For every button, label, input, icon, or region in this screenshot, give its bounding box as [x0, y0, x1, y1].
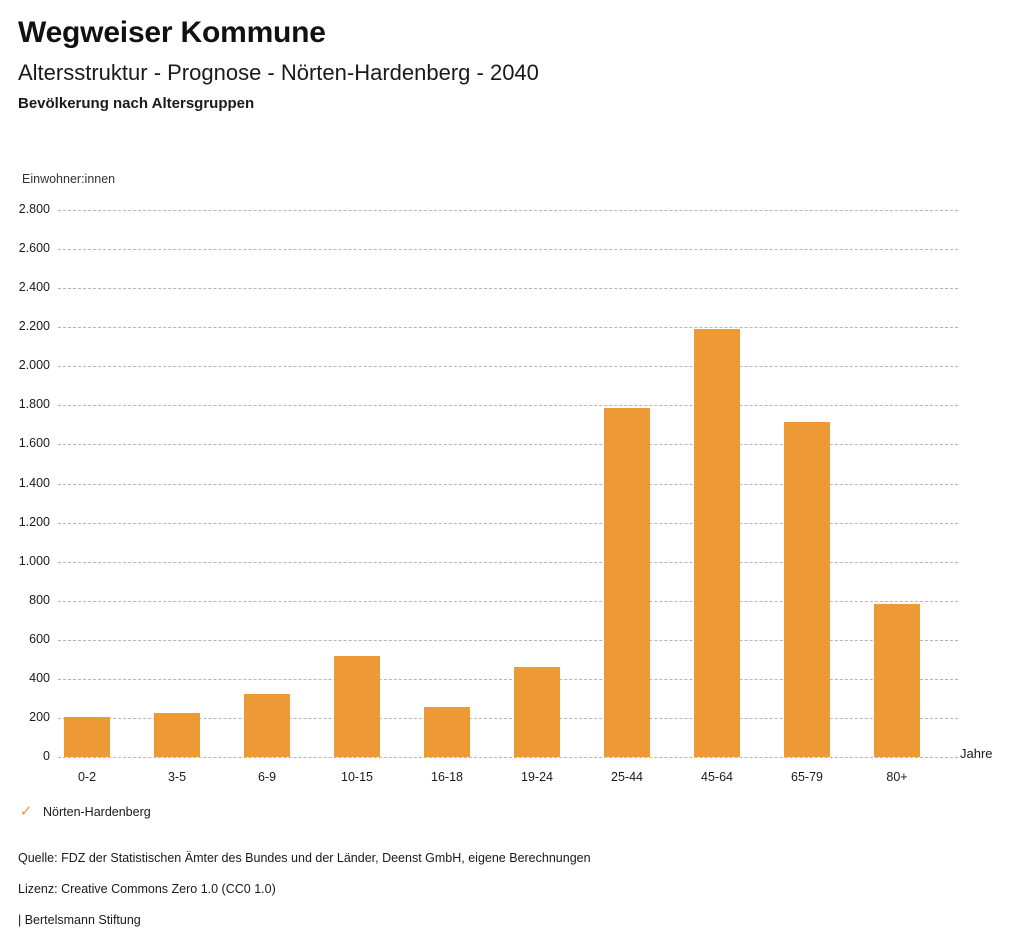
gridline: [58, 366, 958, 368]
y-axis-tick-label: 0: [43, 749, 50, 763]
bar[interactable]: [424, 707, 470, 757]
plot-area: 0-2 3-5 6-9 10-15 16-18 19-24 25-44 45-64 65-79 8…: [58, 210, 958, 784]
x-axis-tick-label: 3-5: [167, 770, 187, 784]
y-axis-tick-label: 1.000: [18, 553, 50, 568]
x-axis-tick-label: 0-2: [77, 770, 97, 784]
x-axis-tick-label: 6-9: [257, 770, 277, 784]
gridline: [58, 600, 958, 602]
bar[interactable]: [244, 693, 290, 757]
x-axis-tick-label: 25-44: [611, 770, 643, 784]
x-axis-tick-label: 10-15: [341, 770, 373, 784]
check-icon: ✓: [19, 803, 33, 820]
gridline: [58, 757, 958, 758]
x-axis-tick-label: 16-18: [431, 770, 463, 784]
gridline: [58, 561, 958, 563]
x-axis-title: Jahre: [960, 746, 993, 761]
footer: Quelle: FDZ der Statistischen Ämter des …: [18, 843, 978, 936]
y-axis-tick-label: 2.800: [18, 202, 50, 216]
y-axis-tick-label: 2.200: [18, 319, 50, 334]
y-axis-tick-label: 2.000: [18, 358, 50, 373]
gridline: [58, 288, 958, 290]
bar[interactable]: [334, 656, 380, 757]
legend-item-label: Nörten-Hardenberg: [43, 805, 151, 819]
gridline: [58, 717, 958, 719]
y-axis-tick-label: 200: [29, 709, 50, 724]
bar[interactable]: [694, 329, 740, 757]
y-axis-tick-label: 600: [29, 631, 50, 646]
y-axis-tick-label: 2.400: [18, 280, 50, 295]
license-text: Lizenz: Creative Commons Zero 1.0 (CC0 1…: [18, 882, 276, 896]
gridline: [58, 522, 958, 524]
x-axis-tick-label: 45-64: [701, 770, 733, 784]
gridline: [58, 483, 958, 485]
x-axis-tick-label: 65-79: [791, 770, 823, 784]
gridline: [58, 405, 958, 407]
header: Wegweiser Kommune Altersstruktur - Progn…: [18, 14, 998, 115]
page-title: Wegweiser Kommune: [18, 16, 326, 49]
bar[interactable]: [64, 716, 110, 757]
legend[interactable]: ✓ Nörten-Hardenberg: [18, 804, 151, 820]
y-axis-tick-label: 400: [29, 670, 50, 685]
chart-sub-subtitle: Bevölkerung nach Altersgruppen: [18, 95, 255, 112]
bar[interactable]: [514, 667, 560, 757]
chart-subtitle: Altersstruktur - Prognose - Nörten-Harde…: [18, 60, 539, 85]
gridline: [58, 639, 958, 641]
y-axis-title: Einwohner:innen: [22, 172, 116, 186]
bar[interactable]: [604, 408, 650, 757]
y-axis-tick-label: 1.600: [18, 436, 50, 451]
bar[interactable]: [784, 421, 830, 757]
gridline: [58, 249, 958, 251]
bar[interactable]: [874, 603, 920, 757]
gridline: [58, 210, 958, 211]
source-text: Quelle: FDZ der Statistischen Ämter des …: [18, 851, 591, 865]
gridline: [58, 678, 958, 680]
x-axis-tick-label: 80+: [886, 770, 908, 784]
gridline: [58, 444, 958, 446]
y-axis-tick-label: 1.200: [18, 514, 50, 529]
y-axis-tick-label: 1.400: [18, 475, 50, 490]
publisher-text: | Bertelsmann Stiftung: [18, 913, 141, 927]
y-axis-tick-label: 800: [29, 592, 50, 607]
gridline: [58, 327, 958, 329]
y-axis-tick-label: 2.600: [18, 241, 50, 256]
bar[interactable]: [154, 713, 200, 757]
x-axis-tick-label: 19-24: [521, 770, 553, 784]
y-axis-tick-label: 1.800: [18, 397, 50, 412]
